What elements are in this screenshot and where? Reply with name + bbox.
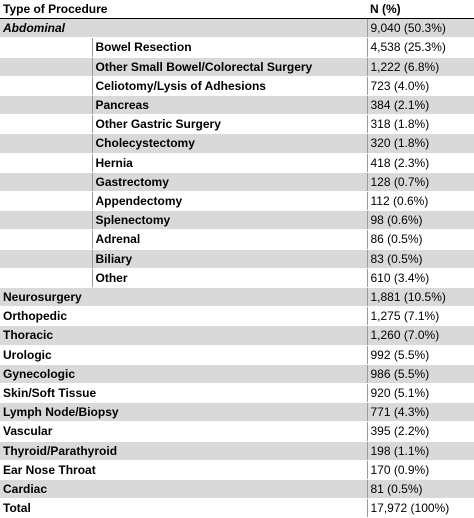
abdominal-value: 9,040 (50.3%): [366, 18, 474, 39]
table-row: Other 610 (3.4%): [0, 268, 474, 289]
row-label: Lymph Node/Biopsy: [0, 402, 367, 423]
table-row: Splenectomy 98 (0.6%): [0, 210, 474, 231]
row-value: 610 (3.4%): [366, 268, 474, 289]
indent-cell: [0, 114, 92, 135]
row-value: 1,881 (10.5%): [366, 287, 474, 308]
table-row: Other Gastric Surgery 318 (1.8%): [0, 114, 474, 135]
table-row: Urologic 992 (5.5%): [0, 345, 474, 365]
table-row: Celiotomy/Lysis of Adhesions 723 (4.0%): [0, 76, 474, 97]
abdominal-label: Abdominal: [0, 18, 367, 39]
row-value: 320 (1.8%): [366, 133, 474, 154]
table-row: Biliary 83 (0.5%): [0, 249, 474, 269]
row-value: 986 (5.5%): [366, 364, 474, 385]
row-value: 86 (0.5%): [366, 229, 474, 250]
row-label: Ear Nose Throat: [0, 460, 367, 481]
row-label: Splenectomy: [91, 210, 367, 231]
row-value: 83 (0.5%): [366, 249, 474, 269]
row-label: Other Gastric Surgery: [91, 114, 367, 135]
row-value: 198 (1.1%): [366, 441, 474, 461]
row-label: Biliary: [91, 249, 367, 269]
row-value: 920 (5.1%): [366, 383, 474, 404]
header-n: N (%): [367, 0, 474, 20]
table-row: Gastrectomy 128 (0.7%): [0, 172, 474, 193]
indent-cell: [0, 229, 92, 250]
row-value: 81 (0.5%): [366, 479, 474, 500]
table-row: Adrenal 86 (0.5%): [0, 229, 474, 250]
indent-cell: [0, 57, 92, 77]
row-label: Orthopedic: [0, 306, 367, 327]
row-value: 98 (0.6%): [366, 210, 474, 231]
indent-cell: [0, 37, 92, 58]
row-label: Other: [91, 268, 367, 289]
row-label: Cholecystectomy: [91, 133, 367, 154]
table-row: Cardiac 81 (0.5%): [0, 479, 474, 500]
row-value: 4,538 (25.3%): [366, 37, 474, 58]
indent-cell: [0, 268, 92, 289]
indent-cell: [0, 153, 92, 173]
row-value: 395 (2.2%): [366, 421, 474, 442]
table-row: Total 17,972 (100%): [0, 498, 474, 518]
table-row: Skin/Soft Tissue 920 (5.1%): [0, 383, 474, 404]
table-body: Abdominal 9,040 (50.3%) Bowel Resection 4…: [0, 18, 474, 518]
table-row-abdominal: Abdominal 9,040 (50.3%): [0, 18, 474, 39]
row-value: 771 (4.3%): [366, 402, 474, 423]
row-value: 418 (2.3%): [366, 153, 474, 173]
row-value: 1,222 (6.8%): [366, 57, 474, 77]
row-label: Gynecologic: [0, 364, 367, 385]
row-value: 318 (1.8%): [366, 114, 474, 135]
row-label: Neurosurgery: [0, 287, 367, 308]
table-row: Thoracic 1,260 (7.0%): [0, 325, 474, 346]
table-row: Gynecologic 986 (5.5%): [0, 364, 474, 385]
row-label: Cardiac: [0, 479, 367, 500]
table-row: Bowel Resection 4,538 (25.3%): [0, 37, 474, 58]
row-label: Skin/Soft Tissue: [0, 383, 367, 404]
table-row: Thyroid/Parathyroid 198 (1.1%): [0, 441, 474, 461]
indent-cell: [0, 95, 92, 116]
table-row: Cholecystectomy 320 (1.8%): [0, 133, 474, 154]
row-label: Thoracic: [0, 325, 367, 346]
table-row: Other Small Bowel/Colorectal Surgery 1,22…: [0, 57, 474, 77]
row-label: Vascular: [0, 421, 367, 442]
row-label: Adrenal: [91, 229, 367, 250]
row-label: Total: [0, 498, 367, 518]
row-label: Bowel Resection: [91, 37, 367, 58]
table-row: Appendectomy 112 (0.6%): [0, 191, 474, 212]
row-label: Gastrectomy: [91, 172, 367, 193]
indent-cell: [0, 133, 92, 154]
table-row: Vascular 395 (2.2%): [0, 421, 474, 442]
row-value: 1,275 (7.1%): [366, 306, 474, 327]
row-value: 992 (5.5%): [366, 345, 474, 365]
table-row: Pancreas 384 (2.1%): [0, 95, 474, 116]
row-label: Thyroid/Parathyroid: [0, 441, 367, 461]
header-procedure: Type of Procedure: [0, 0, 367, 20]
row-value: 170 (0.9%): [366, 460, 474, 481]
row-value: 723 (4.0%): [366, 76, 474, 97]
row-label: Hernia: [91, 153, 367, 173]
row-value: 112 (0.6%): [366, 191, 474, 212]
row-label: Urologic: [0, 345, 367, 365]
table-row: Orthopedic 1,275 (7.1%): [0, 306, 474, 327]
table-row: Hernia 418 (2.3%): [0, 153, 474, 173]
row-value: 17,972 (100%): [366, 498, 474, 518]
row-label: Celiotomy/Lysis of Adhesions: [91, 76, 367, 97]
row-label: Other Small Bowel/Colorectal Surgery: [91, 57, 367, 77]
row-label: Appendectomy: [91, 191, 367, 212]
indent-cell: [0, 249, 92, 269]
row-value: 1,260 (7.0%): [366, 325, 474, 346]
row-value: 128 (0.7%): [366, 172, 474, 193]
row-value: 384 (2.1%): [366, 95, 474, 116]
indent-cell: [0, 210, 92, 231]
table-row: Lymph Node/Biopsy 771 (4.3%): [0, 402, 474, 423]
indent-cell: [0, 172, 92, 193]
table-row: Ear Nose Throat 170 (0.9%): [0, 460, 474, 481]
header-row: Type of Procedure N (%): [0, 0, 474, 20]
table-row: Neurosurgery 1,881 (10.5%): [0, 287, 474, 308]
row-label: Pancreas: [91, 95, 367, 116]
indent-cell: [0, 76, 92, 97]
indent-cell: [0, 191, 92, 212]
